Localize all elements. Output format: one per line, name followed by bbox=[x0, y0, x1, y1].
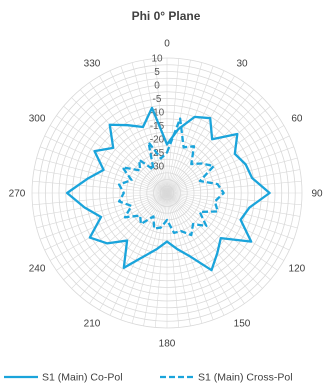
radial-tick-label: 0 bbox=[154, 81, 160, 92]
grid-spoke bbox=[63, 192, 168, 281]
grid-spoke bbox=[166, 192, 301, 217]
grid-spoke bbox=[166, 192, 278, 271]
angular-tick-label: 60 bbox=[291, 114, 303, 125]
grid-spoke bbox=[79, 192, 168, 297]
grid-spoke bbox=[44, 135, 168, 194]
grid-spoke bbox=[131, 62, 168, 194]
grid-spoke bbox=[99, 192, 168, 311]
grid-spoke bbox=[79, 89, 168, 194]
series-line bbox=[117, 117, 225, 237]
angular-tick-label: 180 bbox=[159, 339, 176, 350]
grid-spoke bbox=[109, 70, 168, 194]
grid-spoke bbox=[166, 192, 245, 304]
radial-tick-label: -5 bbox=[153, 94, 162, 105]
angular-tick-label: 330 bbox=[84, 59, 101, 70]
grid-spoke bbox=[166, 192, 180, 328]
grid-spoke bbox=[166, 135, 290, 194]
grid-spoke bbox=[49, 192, 168, 261]
radial-tick-label: 5 bbox=[154, 67, 160, 78]
series-line bbox=[65, 106, 271, 272]
grid-spoke bbox=[166, 59, 191, 194]
grid-spoke bbox=[166, 192, 290, 251]
grid-spoke bbox=[49, 125, 168, 194]
polar-grid bbox=[31, 57, 303, 329]
angular-tick-label: 90 bbox=[311, 189, 323, 200]
grid-spoke bbox=[56, 192, 168, 271]
grid-spoke bbox=[166, 89, 255, 194]
series-lines bbox=[65, 106, 271, 272]
grid-spoke bbox=[33, 192, 168, 217]
grid-spoke bbox=[154, 192, 168, 328]
angular-tick-label: 240 bbox=[29, 264, 46, 275]
grid-spoke bbox=[166, 192, 225, 316]
grid-spoke bbox=[143, 59, 168, 194]
grid-spoke bbox=[166, 115, 278, 194]
angular-tick-label: 30 bbox=[236, 59, 248, 70]
angular-tick-label: 0 bbox=[164, 39, 170, 50]
angular-tick-label: 120 bbox=[289, 264, 306, 275]
legend: S1 (Main) Co-Pol S1 (Main) Cross-Pol bbox=[4, 372, 293, 384]
grid-spoke bbox=[166, 169, 301, 194]
grid-spoke bbox=[166, 192, 285, 261]
grid-spoke bbox=[166, 192, 294, 240]
grid-spoke bbox=[166, 97, 263, 194]
grid-spoke bbox=[109, 192, 168, 316]
grid-spoke bbox=[36, 157, 168, 194]
radial-tick-label: -10 bbox=[150, 108, 165, 119]
angular-tick-label: 270 bbox=[9, 189, 26, 200]
grid-spoke bbox=[166, 192, 271, 281]
angular-tick-labels: 0 30 60 90 120 150 180 210 240 270 300 330 bbox=[9, 39, 323, 350]
grid-spoke bbox=[166, 62, 203, 194]
grid-spoke bbox=[166, 157, 298, 194]
grid-spoke bbox=[99, 75, 168, 194]
grid-spoke bbox=[166, 70, 225, 194]
grid-spoke bbox=[154, 58, 168, 194]
grid-spoke bbox=[166, 192, 203, 324]
grid-spoke bbox=[120, 66, 168, 194]
radial-tick-label: 10 bbox=[151, 54, 163, 65]
grid-spoke bbox=[131, 192, 168, 324]
grid-spoke bbox=[166, 180, 302, 194]
grid-spoke bbox=[89, 192, 168, 304]
grid-spoke bbox=[44, 192, 168, 251]
angular-tick-label: 150 bbox=[234, 318, 251, 329]
grid-spoke bbox=[32, 192, 168, 206]
grid-spoke bbox=[143, 192, 168, 327]
grid-spoke bbox=[166, 105, 271, 194]
grid-spoke bbox=[166, 192, 255, 297]
grid-spoke bbox=[166, 192, 263, 289]
grid-spoke bbox=[166, 58, 180, 194]
grid-spoke bbox=[166, 192, 302, 206]
grid-spoke bbox=[166, 82, 245, 194]
grid-spoke bbox=[166, 125, 285, 194]
legend-label: S1 (Main) Co-Pol bbox=[42, 372, 123, 384]
radial-tick-label: -30 bbox=[150, 162, 165, 173]
chart-title: Phi 0° Plane bbox=[132, 9, 201, 23]
grid-spoke bbox=[89, 82, 168, 194]
grid-spoke bbox=[166, 192, 191, 327]
grid-spoke bbox=[36, 192, 168, 229]
grid-spoke bbox=[166, 192, 235, 311]
grid-spoke bbox=[166, 192, 298, 229]
grid-spoke bbox=[166, 146, 294, 194]
grid-spoke bbox=[32, 180, 168, 194]
radial-tick-label: -20 bbox=[150, 135, 165, 146]
angular-tick-label: 300 bbox=[29, 114, 46, 125]
legend-label: S1 (Main) Cross-Pol bbox=[198, 372, 293, 384]
grid-spoke bbox=[166, 75, 235, 194]
grid-spoke bbox=[33, 169, 168, 194]
grid-spoke bbox=[56, 115, 168, 194]
angular-tick-label: 210 bbox=[84, 318, 101, 329]
grid-spoke bbox=[40, 192, 168, 240]
grid-spoke bbox=[71, 97, 168, 194]
grid-spoke bbox=[166, 66, 214, 194]
radial-tick-label: -15 bbox=[150, 121, 165, 132]
grid-spoke bbox=[63, 105, 168, 194]
